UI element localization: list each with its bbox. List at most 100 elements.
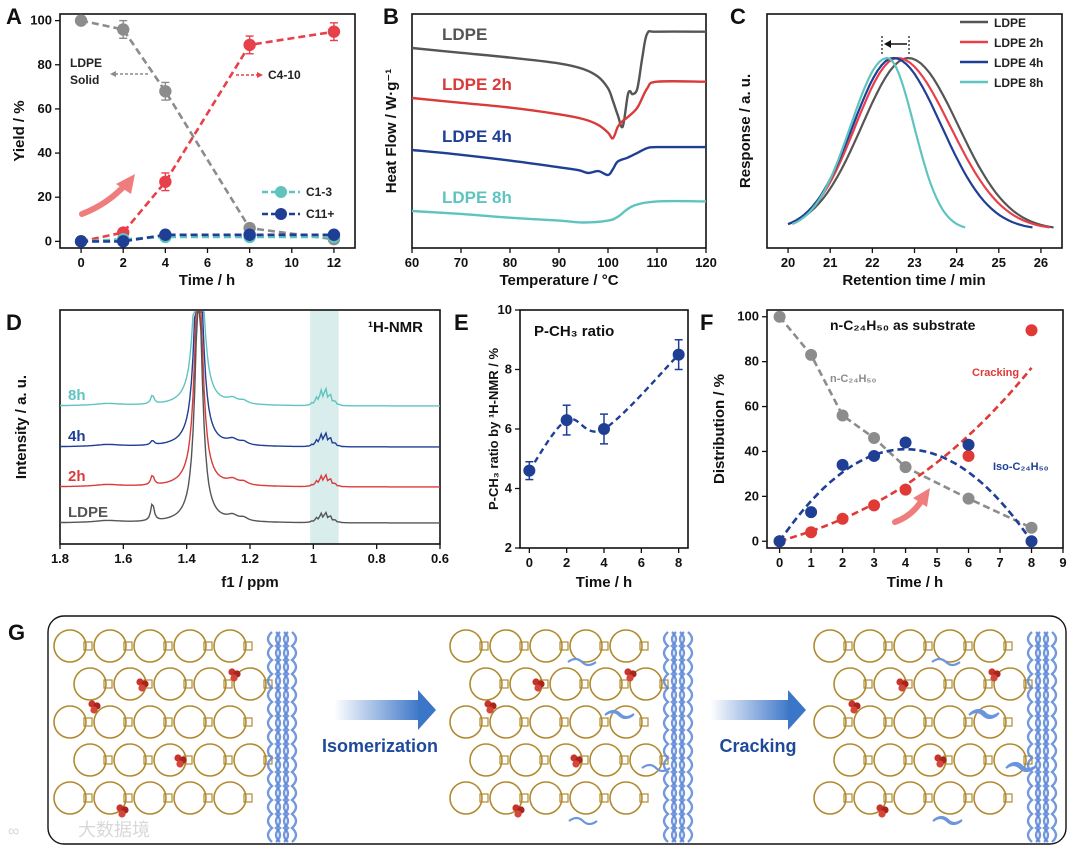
zeolite-pore bbox=[589, 743, 623, 777]
zeolite-pore bbox=[609, 705, 643, 739]
chart-f-point bbox=[1025, 324, 1038, 337]
zeolite-pore bbox=[449, 629, 483, 663]
zeolite-cage bbox=[103, 679, 113, 689]
chart-e-ytick-label: 4 bbox=[505, 481, 513, 496]
zeolite-pore bbox=[569, 781, 603, 815]
chart-f-point bbox=[805, 506, 818, 519]
chart-f-xtick-label: 4 bbox=[902, 555, 910, 570]
chart-a-xlabel: Time / h bbox=[179, 272, 235, 289]
zeolite-pore bbox=[193, 743, 227, 777]
panel-letter-b: B bbox=[383, 4, 399, 29]
chart-f-point bbox=[836, 409, 849, 422]
zeolite-cage bbox=[83, 641, 93, 651]
chart-c-xtick-label: 24 bbox=[949, 255, 964, 270]
chart-f-xtick-label: 8 bbox=[1028, 555, 1035, 570]
zeolite-cage bbox=[923, 641, 933, 651]
polymer-chain bbox=[670, 631, 678, 843]
chart-e-ylabel: P-CH₃ ratio by ¹H-NMR / % bbox=[486, 348, 501, 510]
arrow-cracking bbox=[710, 700, 790, 720]
chart-f-xtick-label: 7 bbox=[996, 555, 1003, 570]
chart-a-point bbox=[243, 38, 256, 52]
zeolite-pore bbox=[529, 781, 563, 815]
chart-f-point bbox=[962, 438, 975, 451]
zeolite-cage bbox=[539, 755, 549, 765]
zeolite-cage bbox=[479, 793, 489, 803]
chart-e-title: P-CH₃ ratio bbox=[534, 323, 614, 340]
label-cracking: Cracking bbox=[972, 367, 1019, 379]
metal-cluster bbox=[534, 684, 542, 692]
chart-b-series-label: LDPE 8h bbox=[442, 188, 512, 207]
chart-e-xtick-label: 0 bbox=[526, 555, 533, 570]
chart-f-point bbox=[868, 449, 881, 462]
chart-e-ytick-label: 6 bbox=[505, 421, 512, 436]
chart-e-xtick-label: 2 bbox=[563, 555, 570, 570]
zeolite-pore bbox=[893, 629, 927, 663]
trend-arrow-f bbox=[892, 497, 925, 525]
chart-a-ytick-label: 0 bbox=[45, 233, 52, 248]
metal-cluster bbox=[486, 706, 494, 714]
metal-cluster bbox=[898, 684, 906, 692]
polymer-chain bbox=[1042, 631, 1050, 843]
chart-d-xtick-label: 1.6 bbox=[114, 551, 132, 566]
chart-f-ylabel: Distribution / % bbox=[711, 374, 728, 484]
chart-a-point bbox=[74, 235, 88, 248]
polymer-chain bbox=[670, 631, 678, 843]
watermark-logo: ∞ bbox=[8, 823, 19, 840]
zeolite-cage bbox=[243, 793, 253, 803]
zeolite-cage bbox=[599, 641, 609, 651]
zeolite-cage bbox=[1003, 717, 1013, 727]
solid-label-arrowhead bbox=[110, 71, 116, 77]
polymer-chain bbox=[282, 631, 290, 843]
metal-cluster bbox=[936, 760, 944, 768]
zeolite-cage bbox=[163, 793, 173, 803]
chart-d-spectrum-1 bbox=[60, 311, 440, 448]
polymer-fragment bbox=[605, 709, 635, 719]
panel-letter-e: E bbox=[454, 310, 469, 335]
chart-f-point bbox=[805, 526, 818, 539]
polymer-chain bbox=[686, 631, 694, 843]
chart-f-point bbox=[962, 449, 975, 462]
chart-a-ytick-label: 100 bbox=[30, 13, 52, 28]
zeolite-pore bbox=[53, 629, 87, 663]
solid-label-line1: LDPE bbox=[70, 56, 102, 70]
chart-f-xtick-label: 1 bbox=[807, 555, 814, 570]
zeolite-pore bbox=[813, 705, 847, 739]
zeolite-block-3 bbox=[813, 629, 1058, 843]
zeolite-pore bbox=[133, 781, 167, 815]
chart-f: Time / h Distribution / % n-C₂₄H₅₀ as su… bbox=[711, 309, 1067, 591]
zeolite-pore bbox=[569, 705, 603, 739]
chart-f-point bbox=[962, 492, 975, 505]
zeolite-cage bbox=[519, 641, 529, 651]
panel-letter-d: D bbox=[6, 310, 22, 335]
legend-label: C11+ bbox=[306, 207, 334, 221]
legend-marker bbox=[275, 186, 287, 198]
zeolite-cage bbox=[519, 717, 529, 727]
zeolite-pore bbox=[509, 743, 543, 777]
zeolite-cage bbox=[203, 793, 213, 803]
panel-letter-f: F bbox=[700, 310, 713, 335]
polymer-chain bbox=[1034, 631, 1042, 843]
zeolite-pore bbox=[173, 781, 207, 815]
chart-d-series-label: 2h bbox=[68, 468, 86, 485]
chart-e-ytick-label: 10 bbox=[498, 302, 512, 317]
zeolite-pore bbox=[873, 743, 907, 777]
chart-b-xtick-label: 120 bbox=[695, 255, 717, 270]
chart-f-ytick-label: 80 bbox=[745, 354, 759, 369]
zeolite-pore bbox=[529, 629, 563, 663]
chart-a-point bbox=[327, 228, 341, 241]
chart-d-xtick-label: 1.4 bbox=[178, 551, 197, 566]
chart-c-ylabel: Response / a. u. bbox=[737, 74, 754, 188]
chart-c-curve-0 bbox=[787, 56, 1054, 229]
label-n-c24h50: n-C₂₄H₅₀ bbox=[830, 373, 876, 385]
chart-a-point bbox=[159, 85, 172, 98]
chart-c-xtick-label: 21 bbox=[823, 255, 837, 270]
zeolite-cage bbox=[243, 641, 253, 651]
chart-d-frame bbox=[59, 309, 441, 545]
zeolite-pore bbox=[193, 667, 227, 701]
chart-e-point bbox=[523, 464, 536, 477]
chart-d-xtick-label: 0.8 bbox=[368, 551, 386, 566]
zeolite-pore bbox=[153, 667, 187, 701]
panel-letter-a: A bbox=[6, 4, 22, 29]
zeolite-pore bbox=[549, 667, 583, 701]
